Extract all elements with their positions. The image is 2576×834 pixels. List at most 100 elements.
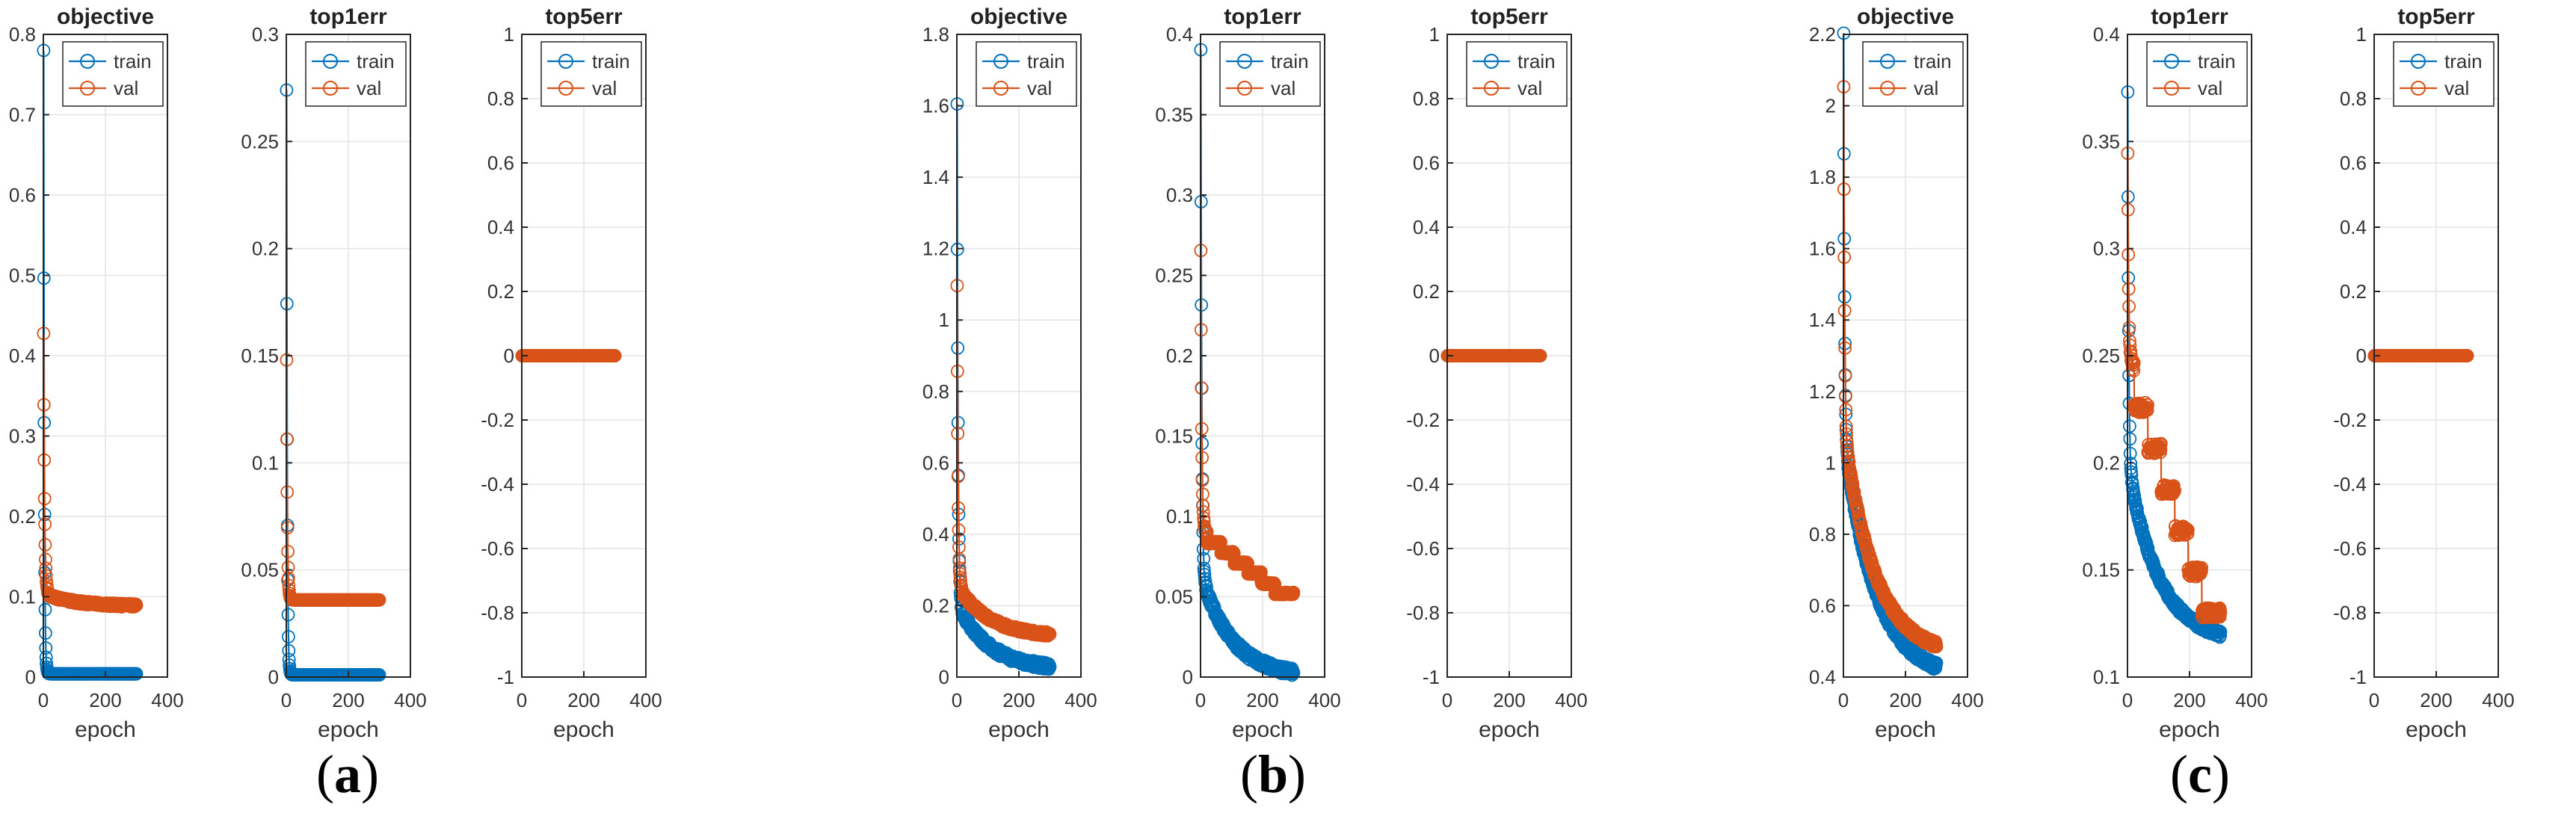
- data-point-train: [1043, 660, 1057, 674]
- legend-marker-train: [558, 54, 573, 69]
- chart-panel-a-top1err: 00.050.10.150.20.250.30 200 400top1errepoc…: [241, 4, 426, 742]
- y-tick-label: 0.8: [1413, 87, 1440, 110]
- y-tick-label: 0.2: [1413, 280, 1440, 303]
- y-tick-label: 1.2: [922, 238, 949, 260]
- y-tick-label: 1.8: [922, 23, 949, 46]
- y-tick-label: 0.4: [1413, 216, 1440, 238]
- x-tick-label: 0: [1838, 689, 1849, 711]
- chart-title: objective: [1857, 4, 1954, 29]
- legend-box: [1862, 41, 1964, 107]
- y-tick-label: 0: [939, 666, 949, 688]
- y-tick-label: 1.4: [1809, 309, 1836, 331]
- x-axis-label: epoch: [75, 717, 136, 742]
- x-axis-label: epoch: [1875, 717, 1936, 742]
- data-point-val: [1840, 446, 1855, 460]
- data-point-train: [2124, 468, 2139, 482]
- y-tick-label: 1: [939, 309, 949, 331]
- y-tick-label: -1: [1423, 666, 1440, 688]
- data-point-val: [1839, 403, 1853, 417]
- y-tick-label: 0.8: [922, 380, 949, 403]
- data-point-val: [2138, 395, 2152, 410]
- y-tick-label: 1.4: [922, 166, 949, 188]
- y-tick-label: 0.15: [1155, 425, 1193, 448]
- data-point-val: [952, 501, 965, 515]
- y-tick-label: 1.2: [1809, 380, 1836, 403]
- y-tick-label: 0.2: [252, 238, 279, 260]
- data-point-val: [2154, 436, 2168, 451]
- data-point-train: [38, 602, 52, 617]
- chart-title: top5err: [1470, 4, 1548, 29]
- data-point-val: [952, 552, 967, 566]
- data-point-val: [39, 561, 53, 575]
- x-tick-label: 200: [1002, 689, 1035, 711]
- x-tick-label: 200: [1889, 689, 1921, 711]
- chart-title: top1err: [309, 4, 387, 29]
- data-point-val: [2122, 300, 2136, 313]
- legend-box: [1219, 41, 1321, 107]
- chart-panel-b-objective: 00.20.40.60.811.21.41.61.80 200 400objecti…: [922, 4, 1097, 742]
- chart-panel-b-top5err: -1-0.8-0.6-0.4-0.200.20.40.60.810 200 400t…: [1406, 4, 1588, 742]
- data-point-train: [2123, 447, 2137, 460]
- data-point-val: [281, 545, 295, 558]
- data-point-val: [38, 538, 52, 552]
- data-point-train: [1929, 656, 1944, 670]
- data-point-train: [281, 630, 295, 643]
- y-tick-label: 0: [1183, 666, 1193, 688]
- data-point-train: [281, 608, 295, 622]
- data-point-val: [2141, 398, 2154, 412]
- legend-box: [62, 41, 164, 107]
- y-tick-label: 1: [1825, 451, 1836, 474]
- data-point-val: [37, 453, 52, 467]
- y-tick-label: 0.8: [9, 23, 36, 46]
- data-point-val: [1929, 640, 1944, 654]
- data-point-val: [38, 517, 52, 531]
- data-point-val: [952, 523, 966, 537]
- legend-label-train: train: [357, 50, 395, 72]
- y-tick-label: -0.2: [1406, 409, 1440, 431]
- x-tick-label: 0: [952, 689, 962, 711]
- y-tick-label: 0.1: [9, 586, 36, 608]
- x-axis-label: epoch: [553, 717, 614, 742]
- y-tick-label: 2.2: [1809, 23, 1836, 46]
- data-point-val: [1287, 586, 1301, 599]
- x-axis-label: epoch: [318, 717, 379, 742]
- legend-label-train: train: [114, 50, 152, 72]
- y-tick-label: 0: [25, 666, 36, 688]
- data-point-val: [1838, 389, 1852, 404]
- y-tick-label: 1.8: [1809, 166, 1836, 188]
- x-axis-label: epoch: [988, 717, 1050, 742]
- data-point-val: [608, 349, 622, 362]
- y-tick-label: -0.6: [1406, 537, 1440, 560]
- data-point-val: [1838, 368, 1852, 383]
- legend-label-val: val: [1027, 77, 1052, 99]
- data-point-val: [1043, 627, 1057, 641]
- data-point-val: [1837, 250, 1852, 265]
- x-tick-label: 0: [1195, 689, 1206, 711]
- legend-label-train: train: [592, 50, 630, 72]
- data-point-val: [954, 574, 967, 587]
- data-point-val: [372, 593, 386, 607]
- y-tick-label: -0.8: [481, 602, 514, 624]
- data-point-train: [39, 641, 53, 655]
- y-tick-label: -0.4: [481, 473, 514, 495]
- data-point-train: [39, 626, 52, 640]
- chart-title: top1err: [1224, 4, 1301, 29]
- data-point-val: [2123, 338, 2137, 352]
- y-tick-label: 1: [1429, 23, 1440, 46]
- data-point-val: [2122, 321, 2136, 335]
- x-tick-label: 200: [89, 689, 121, 711]
- y-tick-label: 0.6: [487, 152, 514, 174]
- data-point-val: [1195, 451, 1209, 465]
- y-tick-label: 0.15: [241, 345, 279, 367]
- legend-marker-val: [1484, 81, 1499, 96]
- data-point-val: [1837, 303, 1852, 318]
- y-tick-label: 0.4: [922, 523, 949, 546]
- y-tick-label: 0.6: [9, 184, 36, 206]
- legend-marker-train: [1880, 54, 1895, 69]
- y-tick-label: 0: [1429, 345, 1440, 367]
- y-tick-label: -0.6: [481, 537, 514, 560]
